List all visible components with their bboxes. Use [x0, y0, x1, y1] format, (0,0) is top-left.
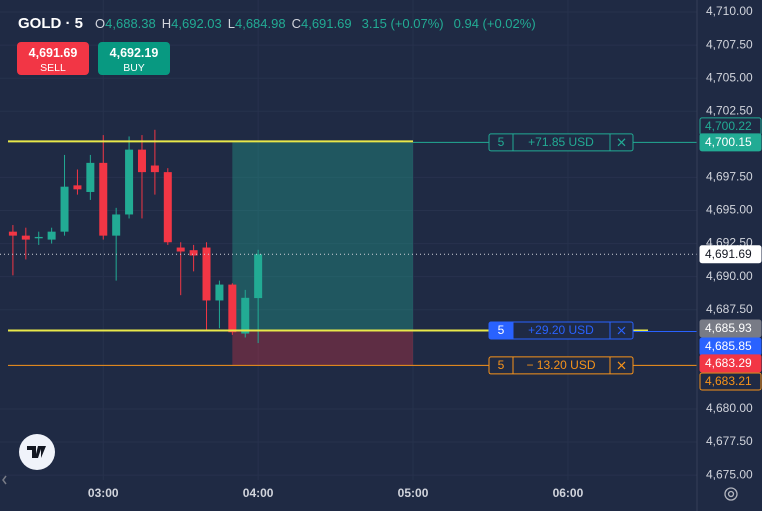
candle-body [47, 231, 56, 240]
ohlc-value: 4,684.98 [234, 16, 286, 31]
y-tick-label: 4,697.50 [706, 170, 753, 184]
buy-label: BUY [123, 62, 145, 74]
price-axis: 4,675.00 4,677.50 4,680.00 4,687.50 4,690.00… [88, 4, 762, 500]
position-labels: 5 +71.85 USD 5 +29.20 USD 5 − 13.20 USD [488, 133, 634, 375]
candle-body [125, 149, 134, 215]
grid [0, 0, 697, 480]
position-box [488, 133, 634, 152]
candle-body [189, 250, 198, 256]
price-badge-label: 4,691.69 [705, 247, 752, 261]
price-badge-label: 4,700.22 [705, 119, 752, 133]
y-tick-label: 4,687.50 [706, 302, 753, 316]
close-icon[interactable] [617, 326, 626, 335]
candle-body [228, 284, 237, 333]
change: 0.94 (+0.02%) [453, 16, 536, 31]
ohlc-value: 4,688.38 [105, 16, 156, 31]
y-tick-label: 4,707.50 [706, 37, 753, 51]
price-badge [699, 133, 762, 152]
close-icon[interactable] [617, 138, 626, 147]
loss-zone [232, 330, 414, 366]
sell-price: 4,691.69 [28, 46, 78, 60]
position-box [488, 356, 634, 375]
candle-body [202, 247, 211, 301]
candle-body [86, 162, 95, 192]
ohlc-value: 4,692.03 [171, 16, 222, 31]
buy-button[interactable]: 4,692.19 BUY [98, 42, 170, 75]
candle-body [112, 214, 121, 236]
candle-body [241, 297, 250, 334]
close-icon[interactable] [617, 361, 626, 370]
position-qty: 5 [498, 358, 505, 372]
candle-body [34, 236, 43, 239]
sell-button[interactable]: 4,691.69 SELL [17, 42, 89, 75]
candle-body [99, 162, 108, 236]
sell-label: SELL [40, 62, 66, 74]
position-qty: 5 [498, 135, 505, 149]
position-pnl: − 13.20 USD [526, 358, 595, 372]
qty-fill [489, 321, 513, 339]
candle-body [215, 284, 224, 301]
y-tick-label: 4,680.00 [706, 401, 753, 415]
candle-body [8, 231, 17, 236]
position-zone [232, 142, 414, 366]
price-badge [699, 319, 762, 338]
y-tick-label: 4,690.00 [706, 269, 753, 283]
ohlc-label: L [227, 16, 235, 31]
y-tick-label: 4,675.00 [706, 467, 753, 481]
y-tick-label: 4,702.50 [706, 103, 753, 117]
price-badge [699, 245, 762, 264]
x-tick-label: 03:00 [88, 486, 119, 500]
y-tick-label: 4,710.00 [706, 4, 753, 18]
price-badge [699, 354, 762, 373]
candle-body [254, 254, 263, 299]
settings-icon[interactable] [724, 487, 738, 501]
price-badge-label: 4,685.85 [705, 339, 752, 353]
price-badge-label: 4,683.29 [705, 356, 752, 370]
x-tick-label: 05:00 [398, 486, 429, 500]
candles [8, 129, 263, 344]
candle-body [137, 149, 146, 173]
position-qty: 5 [498, 323, 505, 337]
candle-body [73, 185, 82, 190]
change: 3.15 (+0.07%) [361, 16, 444, 31]
ohlc-label: O [95, 16, 106, 31]
position-pnl: +29.20 USD [528, 323, 594, 337]
profit-zone [232, 142, 414, 331]
tv-logo[interactable] [19, 434, 55, 470]
price-badge-label: 4,700.15 [705, 135, 752, 149]
candle-body [176, 247, 185, 252]
candle-body [150, 165, 159, 173]
position-pnl: +71.85 USD [528, 135, 594, 149]
price-badge-label: 4,683.21 [705, 374, 752, 388]
x-tick-label: 04:00 [243, 486, 274, 500]
ohlc-value: 4,691.69 [300, 16, 352, 31]
ohlc-label: H [161, 16, 172, 31]
symbol: GOLD · 5 [18, 15, 84, 32]
buy-price: 4,692.19 [109, 46, 159, 60]
candle-body [21, 235, 30, 240]
price-badge [699, 372, 762, 391]
x-tick-label: 06:00 [553, 486, 584, 500]
candle-body [163, 172, 172, 243]
symbol-header: GOLD · 5 O 4,688.38 H 4,692.03 L 4,684.98 C… [18, 15, 542, 32]
y-tick-label: 4,677.50 [706, 434, 753, 448]
y-tick-label: 4,705.00 [706, 70, 753, 84]
candle-body [60, 186, 69, 232]
ohlc-label: C [291, 16, 301, 31]
y-tick-label: 4,695.00 [706, 203, 753, 217]
scroll-arrow[interactable] [2, 475, 7, 485]
price-badge-label: 4,685.93 [705, 321, 752, 335]
